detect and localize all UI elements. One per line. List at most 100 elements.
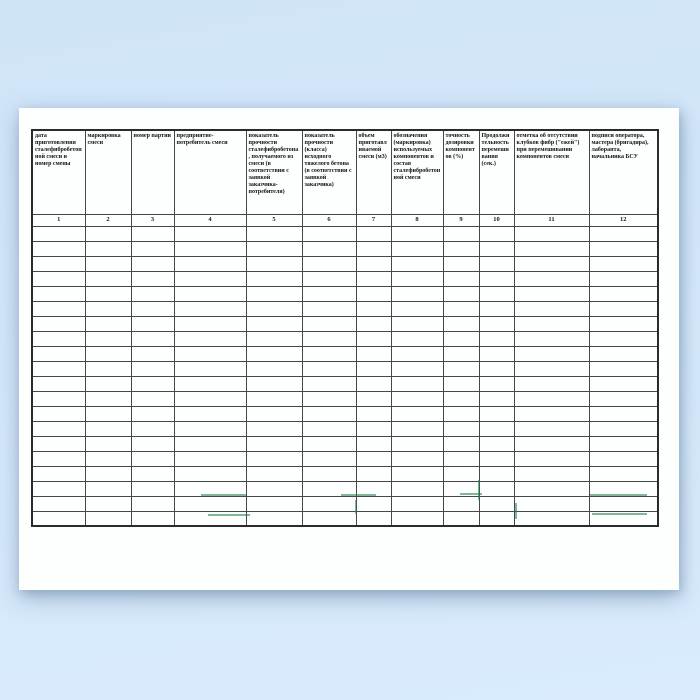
table-cell bbox=[301, 330, 357, 347]
column-header-3: номер партии bbox=[130, 129, 175, 215]
table-cell bbox=[301, 465, 357, 482]
table-row bbox=[31, 480, 659, 497]
table-cell bbox=[588, 495, 659, 512]
table-cell bbox=[513, 285, 590, 302]
table-cell bbox=[84, 480, 132, 497]
table-cell bbox=[173, 300, 247, 317]
column-number-row: 1 2 3 4 5 6 7 8 9 10 11 12 bbox=[31, 213, 659, 227]
table-cell bbox=[442, 285, 480, 302]
table-cell bbox=[245, 285, 303, 302]
column-number-3: 3 bbox=[130, 213, 175, 227]
table-cell bbox=[355, 435, 392, 452]
table-cell bbox=[173, 360, 247, 377]
table-cell bbox=[513, 375, 590, 392]
column-header-11: отметка об отсутствии клубков фибр ("еже… bbox=[513, 129, 590, 215]
table-cell bbox=[355, 390, 392, 407]
table-row bbox=[31, 315, 659, 332]
table-cell bbox=[245, 225, 303, 242]
table-cell bbox=[245, 375, 303, 392]
table-cell bbox=[301, 435, 357, 452]
table-cell bbox=[442, 465, 480, 482]
table-cell bbox=[513, 465, 590, 482]
table-cell bbox=[478, 510, 515, 527]
scan-artifact bbox=[201, 494, 246, 496]
table-cell bbox=[130, 420, 175, 437]
table-cell bbox=[130, 315, 175, 332]
column-header-12: подписи оператора, мастера (бригадира), … bbox=[588, 129, 659, 215]
table-row bbox=[31, 285, 659, 302]
table-cell bbox=[130, 255, 175, 272]
table-cell bbox=[588, 375, 659, 392]
table-cell bbox=[478, 375, 515, 392]
table-cell bbox=[442, 360, 480, 377]
table-cell bbox=[84, 270, 132, 287]
table-cell bbox=[245, 270, 303, 287]
table-cell bbox=[31, 420, 86, 437]
table-cell bbox=[478, 435, 515, 452]
table-cell bbox=[442, 450, 480, 467]
table-cell bbox=[355, 285, 392, 302]
table-cell bbox=[173, 315, 247, 332]
column-header-9: точность дозировки компонентов (%) bbox=[442, 129, 480, 215]
column-header-8: обозначения (маркировка) используемых ко… bbox=[390, 129, 444, 215]
table-cell bbox=[588, 420, 659, 437]
table-cell bbox=[84, 285, 132, 302]
table-cell bbox=[173, 255, 247, 272]
table-cell bbox=[245, 360, 303, 377]
table-cell bbox=[478, 315, 515, 332]
table-cell bbox=[478, 450, 515, 467]
table-cell bbox=[588, 465, 659, 482]
table-cell bbox=[513, 330, 590, 347]
table-row bbox=[31, 300, 659, 317]
table-row bbox=[31, 345, 659, 362]
table-cell bbox=[130, 510, 175, 527]
table-cell bbox=[390, 225, 444, 242]
table-cell bbox=[588, 270, 659, 287]
table-cell bbox=[301, 495, 357, 512]
table-row bbox=[31, 390, 659, 407]
table-cell bbox=[31, 495, 86, 512]
table-cell bbox=[31, 270, 86, 287]
table-cell bbox=[173, 375, 247, 392]
table-cell bbox=[390, 300, 444, 317]
table-cell bbox=[84, 345, 132, 362]
table-cell bbox=[513, 345, 590, 362]
column-number-12: 12 bbox=[588, 213, 659, 227]
table-cell bbox=[442, 255, 480, 272]
table-cell bbox=[245, 435, 303, 452]
table-cell bbox=[390, 450, 444, 467]
table-cell bbox=[588, 345, 659, 362]
table-cell bbox=[442, 480, 480, 497]
column-number-8: 8 bbox=[390, 213, 444, 227]
table-cell bbox=[130, 270, 175, 287]
scan-artifact bbox=[592, 513, 647, 515]
table-cell bbox=[513, 255, 590, 272]
table-cell bbox=[355, 270, 392, 287]
table-cell bbox=[390, 375, 444, 392]
table-cell bbox=[84, 360, 132, 377]
table-cell bbox=[442, 435, 480, 452]
table-cell bbox=[301, 225, 357, 242]
scan-artifact bbox=[341, 494, 376, 496]
table-cell bbox=[390, 420, 444, 437]
table-cell bbox=[478, 345, 515, 362]
column-number-1: 1 bbox=[31, 213, 86, 227]
table-cell bbox=[173, 330, 247, 347]
table-cell bbox=[355, 405, 392, 422]
table-cell bbox=[442, 405, 480, 422]
table-cell bbox=[31, 330, 86, 347]
table-cell bbox=[84, 435, 132, 452]
table-cell bbox=[173, 405, 247, 422]
table-cell bbox=[130, 375, 175, 392]
table-cell bbox=[31, 315, 86, 332]
column-number-6: 6 bbox=[301, 213, 357, 227]
table-cell bbox=[478, 300, 515, 317]
table-cell bbox=[173, 345, 247, 362]
table-cell bbox=[588, 315, 659, 332]
table-cell bbox=[478, 420, 515, 437]
table-cell bbox=[130, 405, 175, 422]
table-cell bbox=[390, 465, 444, 482]
table-row bbox=[31, 360, 659, 377]
table-row bbox=[31, 510, 659, 527]
